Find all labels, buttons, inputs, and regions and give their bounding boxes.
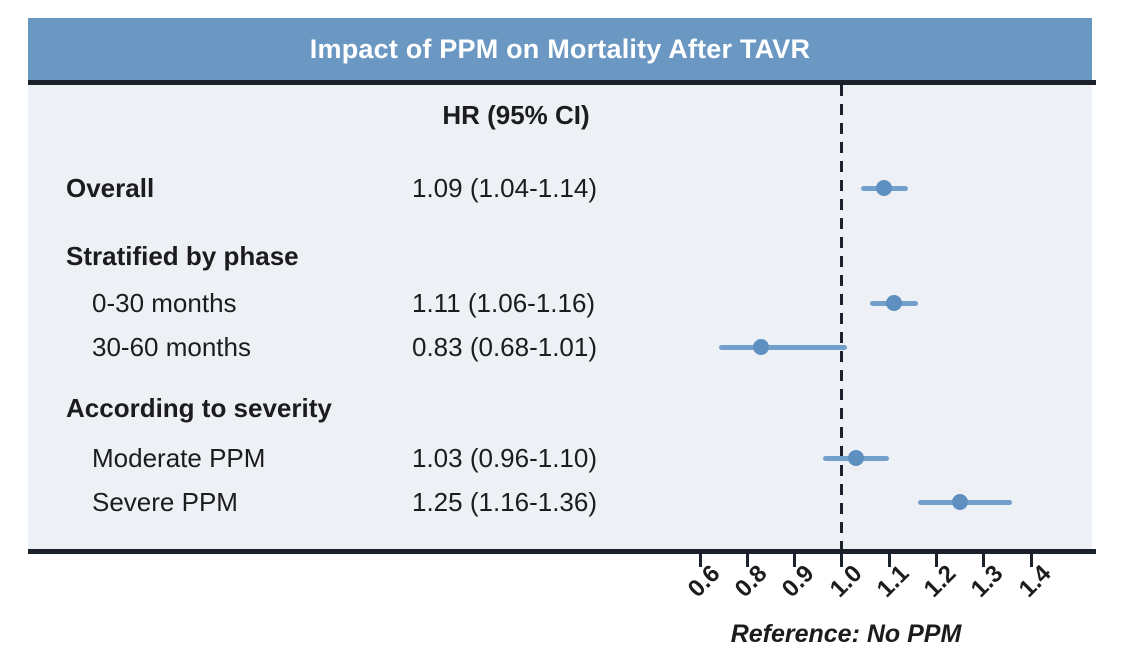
axis-tick <box>793 554 797 567</box>
point-estimate <box>753 339 770 355</box>
row-label: According to severity <box>66 393 332 423</box>
point-estimate <box>952 494 969 510</box>
axis-tick <box>887 554 891 567</box>
axis-tick <box>982 554 986 567</box>
axis-tick-label: 1.4 <box>1013 560 1057 603</box>
row-label: Moderate PPM <box>92 443 266 473</box>
point-estimate <box>876 180 893 196</box>
x-axis-line <box>28 549 1096 554</box>
axis-tick <box>698 554 702 567</box>
axis-tick <box>1029 554 1033 567</box>
axis-tick <box>745 554 749 567</box>
row-label: 30-60 months <box>92 332 251 362</box>
hr-value: 1.25 (1.16-1.36) <box>412 487 598 517</box>
hr-value: 1.11 (1.06-1.16) <box>412 288 596 318</box>
point-estimate <box>885 295 902 311</box>
axis-tick <box>840 554 844 567</box>
point-estimate <box>848 450 865 466</box>
row-label: Stratified by phase <box>66 241 299 271</box>
axis-tick <box>935 554 938 567</box>
axis-tick-label: 1.2 <box>918 560 962 603</box>
title-divider-rule <box>28 80 1096 85</box>
row-label: 0-30 months <box>92 288 237 318</box>
axis-tick-label: 0.9 <box>776 560 820 603</box>
row-label: Overall <box>66 173 155 203</box>
hr-value: 1.09 (1.04-1.14) <box>412 173 598 203</box>
figure-title: Impact of PPM on Mortality After TAVR <box>309 34 811 64</box>
hr-value: 1.03 (0.96-1.10) <box>412 443 598 473</box>
axis-tick-label: 1.0 <box>824 560 867 603</box>
axis-tick-label: 0.6 <box>682 560 726 603</box>
hr-column-header: HR (95% CI) <box>442 100 590 130</box>
figure-title-bar: Impact of PPM on Mortality After TAVR <box>28 18 1092 80</box>
hr-value: 0.83 (0.68-1.01) <box>412 332 598 362</box>
axis-tick-label: 1.3 <box>966 560 1009 603</box>
axis-tick-label: 1.1 <box>871 560 915 603</box>
reference-footnote: Reference: No PPM <box>730 620 962 648</box>
axis-tick-label: 0.8 <box>729 560 773 603</box>
plot-panel <box>28 85 1092 549</box>
row-label: Severe PPM <box>92 487 238 517</box>
ci-line <box>718 344 847 350</box>
reference-line <box>840 85 844 552</box>
